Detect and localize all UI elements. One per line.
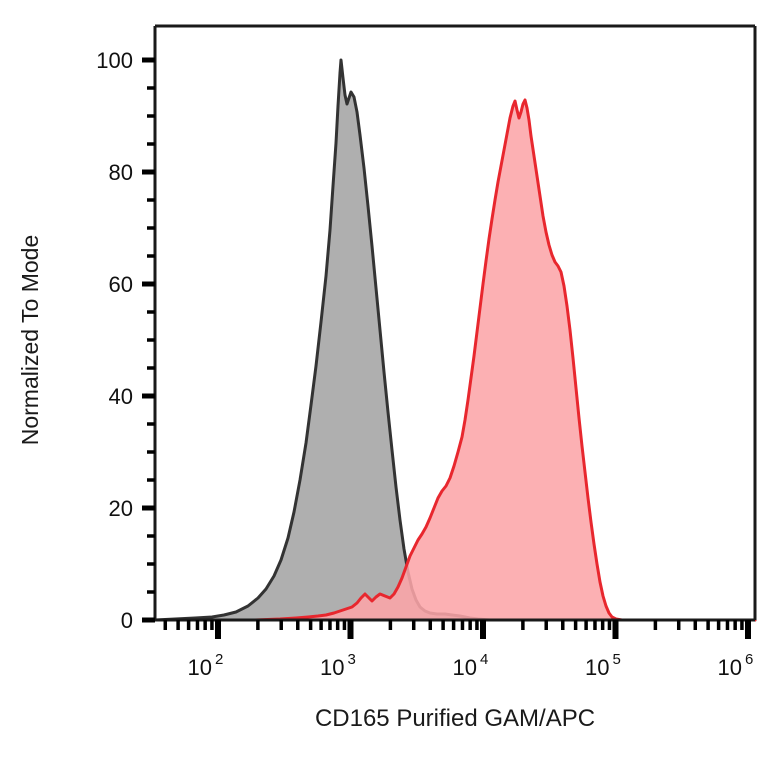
x-tick-mantissa: 10 — [188, 655, 212, 680]
histogram-area-fill — [155, 100, 755, 620]
x-axis-tick-label: 10 5 — [585, 651, 621, 680]
y-axis-tick-label: 80 — [109, 160, 133, 185]
x-tick-mantissa: 10 — [453, 655, 477, 680]
x-axis-tick-label: 10 2 — [188, 651, 224, 680]
x-axis-tick-label: 10 3 — [320, 651, 356, 680]
y-axis-tick-label: 20 — [109, 496, 133, 521]
y-axis-tick-label: 60 — [109, 272, 133, 297]
x-tick-exponent: 2 — [215, 651, 223, 668]
y-axis-tick-label: 0 — [121, 608, 133, 633]
x-tick-mantissa: 10 — [585, 655, 609, 680]
y-axis-tick-label: 40 — [109, 384, 133, 409]
x-axis-tick-label: 10 4 — [453, 651, 489, 680]
histogram-area-fill — [155, 60, 755, 620]
x-tick-exponent: 5 — [613, 651, 621, 668]
x-axis-title: CD165 Purified GAM/APC — [315, 705, 595, 732]
histogram-series-layer — [153, 58, 757, 622]
y-axis-title: Normalized To Mode — [17, 235, 43, 446]
x-axis-tick-label: 10 6 — [718, 651, 754, 680]
x-tick-exponent: 3 — [348, 651, 356, 668]
y-axis-tick-label: 100 — [96, 48, 133, 73]
x-tick-mantissa: 10 — [718, 655, 742, 680]
histogram-series-1 — [153, 98, 757, 622]
x-tick-exponent: 6 — [745, 651, 753, 668]
axis-ticks-layer — [142, 57, 751, 639]
x-tick-exponent: 4 — [480, 651, 488, 668]
histogram-outline — [153, 98, 757, 622]
x-tick-mantissa: 10 — [320, 655, 344, 680]
